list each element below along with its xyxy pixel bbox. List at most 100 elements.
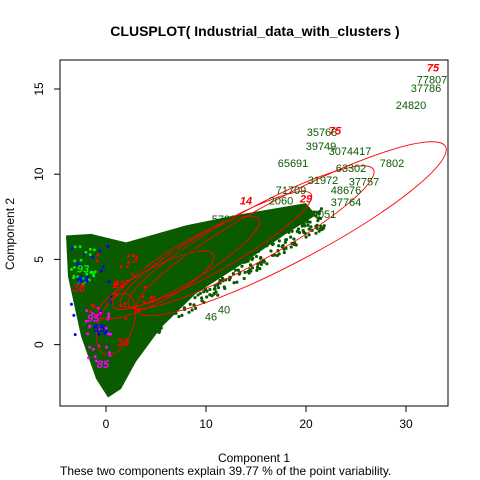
- data-point: [177, 314, 181, 319]
- cluster-point: [84, 309, 88, 313]
- cluster-point: [92, 305, 96, 309]
- point-label: 24051: [306, 209, 337, 221]
- data-point: [216, 250, 220, 254]
- point-label: 22: [112, 279, 125, 291]
- data-point: [212, 287, 217, 291]
- data-point: [259, 232, 263, 237]
- point-label: 24820: [396, 100, 427, 112]
- cluster-point: [87, 278, 91, 282]
- data-point: [143, 325, 147, 330]
- data-point: [305, 219, 309, 223]
- data-point: [227, 278, 232, 282]
- point-label: 57996: [212, 214, 243, 226]
- data-point: [149, 334, 153, 339]
- cluster-point: [107, 315, 111, 319]
- cluster-point: [93, 355, 97, 359]
- data-point: [140, 336, 145, 340]
- cluster-point: [90, 255, 94, 259]
- cluster-point: [142, 300, 146, 304]
- data-point: [213, 269, 217, 274]
- data-point: [232, 281, 236, 285]
- cluster-point: [90, 270, 94, 274]
- data-point: [219, 254, 224, 258]
- data-point: [294, 219, 298, 223]
- point-label: 65691: [278, 158, 309, 170]
- data-point: [294, 223, 298, 227]
- cluster-point: [72, 313, 76, 317]
- data-point: [151, 318, 156, 322]
- data-point: [314, 214, 318, 218]
- variability-subtitle: These two components explain 39.77 % of …: [60, 464, 391, 478]
- point-label: 37764: [331, 197, 362, 209]
- point-label: 75: [427, 62, 440, 74]
- data-point: [255, 236, 260, 240]
- data-point: [195, 273, 199, 277]
- data-point: [271, 228, 275, 232]
- data-point: [170, 275, 174, 279]
- data-point: [314, 231, 318, 235]
- data-point: [216, 253, 220, 257]
- data-point: [292, 242, 296, 247]
- cluster-point: [97, 327, 101, 331]
- cluster-point: [79, 279, 83, 283]
- data-point: [227, 247, 231, 251]
- data-point: [136, 286, 140, 290]
- x-tick-label: 10: [199, 417, 213, 431]
- data-point: [252, 244, 256, 248]
- data-point: [301, 215, 305, 219]
- data-point: [148, 308, 152, 312]
- data-point: [180, 313, 184, 317]
- data-point: [315, 211, 319, 215]
- data-point: [219, 258, 223, 262]
- data-point: [181, 273, 185, 277]
- x-axis-label: Component 1: [218, 451, 290, 465]
- data-point: [283, 240, 288, 244]
- cluster-point: [76, 262, 80, 266]
- data-point: [212, 278, 216, 282]
- cluster-point: [73, 245, 77, 249]
- point-label: 29: [299, 194, 313, 206]
- data-point: [231, 271, 235, 276]
- cluster-point: [73, 333, 77, 337]
- y-axis: 0 5 10 15: [32, 82, 61, 348]
- data-point: [139, 285, 144, 289]
- data-point: [183, 260, 187, 264]
- cluster-point: [75, 286, 79, 290]
- cluster-point: [97, 332, 101, 336]
- data-point: [254, 254, 259, 258]
- data-point: [307, 233, 311, 237]
- point-label: 3074417: [329, 146, 372, 158]
- data-point: [291, 225, 295, 229]
- data-point: [243, 270, 247, 274]
- data-point: [128, 328, 132, 332]
- data-point: [212, 291, 216, 296]
- data-point: [233, 241, 237, 245]
- cluster-ellipse: [135, 141, 447, 317]
- point-label: 8: [149, 294, 156, 306]
- data-point: [222, 285, 226, 289]
- data-point: [238, 241, 243, 245]
- data-point: [129, 325, 133, 329]
- data-point: [150, 291, 154, 295]
- cluster-point: [103, 331, 107, 335]
- data-point: [186, 268, 191, 272]
- chart-title: CLUSPLOT( Industrial_data_with_clusters …: [110, 23, 399, 39]
- data-point: [170, 286, 174, 290]
- cluster-point: [69, 267, 73, 271]
- data-point: [233, 262, 237, 266]
- data-point: [242, 238, 246, 242]
- point-label: 85: [97, 359, 110, 371]
- data-point: [200, 264, 205, 268]
- cluster-point: [84, 280, 88, 284]
- point-label: 38: [73, 282, 86, 294]
- data-point: [144, 292, 148, 296]
- cluster-point: [93, 270, 97, 274]
- data-point: [137, 320, 141, 324]
- cluster-point: [69, 302, 73, 306]
- data-point: [177, 305, 181, 309]
- cluster-point: [104, 326, 108, 330]
- data-point: [163, 307, 167, 311]
- data-point: [130, 310, 134, 314]
- data-point: [318, 209, 322, 214]
- point-label: 3: [132, 253, 138, 265]
